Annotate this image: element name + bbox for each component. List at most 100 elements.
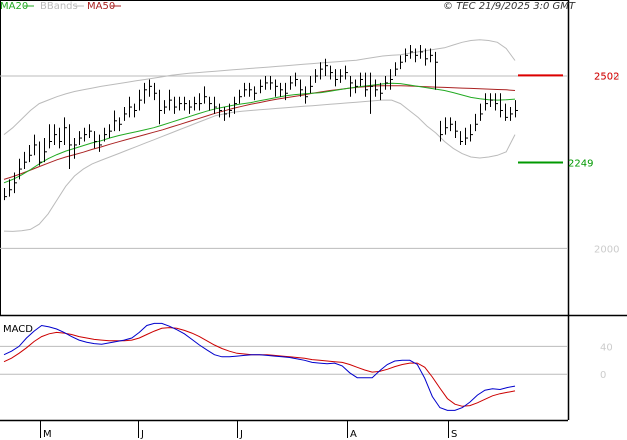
price-bar bbox=[370, 72, 373, 114]
price-bar bbox=[265, 76, 268, 90]
price-bar bbox=[345, 65, 348, 80]
price-bar bbox=[194, 96, 197, 111]
price-bar bbox=[159, 89, 162, 125]
price-bar bbox=[460, 131, 463, 145]
price-bar bbox=[169, 89, 172, 111]
price-bar bbox=[330, 65, 333, 80]
price-bar bbox=[315, 69, 318, 83]
legend-bbands: BBands bbox=[40, 1, 78, 12]
price-bar bbox=[280, 82, 283, 97]
price-bar bbox=[515, 100, 518, 118]
price-bar bbox=[435, 51, 438, 90]
price-bar bbox=[310, 76, 313, 94]
price-bar bbox=[340, 69, 343, 83]
price-bar bbox=[199, 93, 202, 111]
price-bar bbox=[470, 124, 473, 142]
bollinger-bands bbox=[3, 39, 516, 232]
price-bar bbox=[129, 96, 132, 118]
price-bar bbox=[244, 82, 247, 97]
price-bar bbox=[214, 96, 217, 114]
price-bar bbox=[495, 93, 498, 111]
y-tick-2500: 2500 bbox=[594, 72, 619, 83]
price-bar bbox=[239, 89, 242, 104]
price-bar bbox=[89, 124, 92, 139]
macd-line bbox=[3, 322, 516, 411]
price-bar bbox=[500, 93, 503, 118]
price-bar bbox=[300, 79, 303, 97]
price-bar bbox=[24, 151, 27, 170]
price-bar bbox=[4, 188, 7, 201]
macd-title: MACD bbox=[3, 324, 33, 335]
price-bar bbox=[154, 82, 157, 101]
price-bar bbox=[320, 62, 323, 80]
price-bar bbox=[455, 120, 458, 139]
price-bar bbox=[59, 127, 62, 149]
price-bar bbox=[109, 124, 112, 139]
price-bar bbox=[19, 158, 22, 180]
price-bar bbox=[465, 127, 468, 145]
price-bar bbox=[395, 62, 398, 77]
price-bar bbox=[64, 117, 67, 145]
price-bar bbox=[79, 131, 82, 145]
price-bar bbox=[490, 93, 493, 108]
price-bar bbox=[420, 45, 423, 59]
price-bar bbox=[385, 76, 388, 90]
price-bar bbox=[224, 107, 227, 121]
price-bar bbox=[475, 113, 478, 132]
x-label-aug: A bbox=[350, 429, 357, 440]
price-bar bbox=[184, 96, 187, 111]
macd-tick-40: 40 bbox=[600, 342, 613, 353]
legend-ma20: MA20 bbox=[0, 1, 28, 12]
price-bar bbox=[209, 96, 212, 111]
ma20-line bbox=[3, 82, 516, 184]
price-bar bbox=[375, 79, 378, 97]
price-bar bbox=[149, 79, 152, 97]
bband-upper-line bbox=[3, 39, 516, 135]
price-bar bbox=[104, 127, 107, 142]
macd-tick-0: 0 bbox=[600, 370, 606, 381]
price-bar bbox=[249, 82, 252, 97]
price-bar bbox=[365, 72, 368, 97]
price-bar bbox=[430, 48, 433, 63]
price-bar bbox=[400, 55, 403, 70]
price-bar bbox=[174, 96, 177, 114]
price-bar bbox=[440, 120, 443, 142]
price-bar bbox=[275, 79, 278, 97]
price-bar bbox=[390, 69, 393, 90]
price-bar bbox=[219, 103, 222, 118]
price-bar bbox=[14, 172, 17, 194]
price-bar bbox=[254, 86, 257, 101]
price-bar bbox=[425, 48, 428, 66]
price-bar bbox=[94, 131, 97, 149]
price-bar bbox=[54, 124, 57, 145]
x-label-jul: J bbox=[239, 429, 243, 440]
copyright-text: © TEC 21/9/2025 3:0 GMT bbox=[443, 1, 576, 12]
macd-lines bbox=[3, 322, 516, 411]
x-axis: M J J A S bbox=[40, 420, 457, 440]
macd-signal-line bbox=[3, 327, 516, 407]
price-bar bbox=[350, 76, 353, 97]
price-bar bbox=[179, 96, 182, 111]
price-bar bbox=[360, 72, 363, 87]
price-bar bbox=[270, 76, 273, 90]
price-bar bbox=[480, 103, 483, 121]
price-bar bbox=[99, 134, 102, 152]
resistance-label: 2502 bbox=[594, 71, 619, 82]
price-bar bbox=[234, 96, 237, 114]
bband-lower-line bbox=[3, 99, 516, 232]
moving-averages bbox=[3, 82, 516, 184]
price-bar bbox=[410, 45, 413, 59]
price-bar bbox=[34, 134, 37, 156]
price-bar bbox=[74, 138, 77, 159]
price-bar bbox=[290, 76, 293, 90]
price-bar bbox=[510, 107, 513, 121]
price-bar bbox=[229, 103, 232, 118]
price-bar bbox=[44, 138, 47, 163]
price-bar bbox=[445, 117, 448, 135]
price-bar bbox=[305, 86, 308, 104]
price-bar bbox=[124, 107, 127, 121]
price-bar bbox=[505, 103, 508, 121]
price-bar bbox=[114, 110, 117, 132]
price-bar bbox=[204, 86, 207, 104]
